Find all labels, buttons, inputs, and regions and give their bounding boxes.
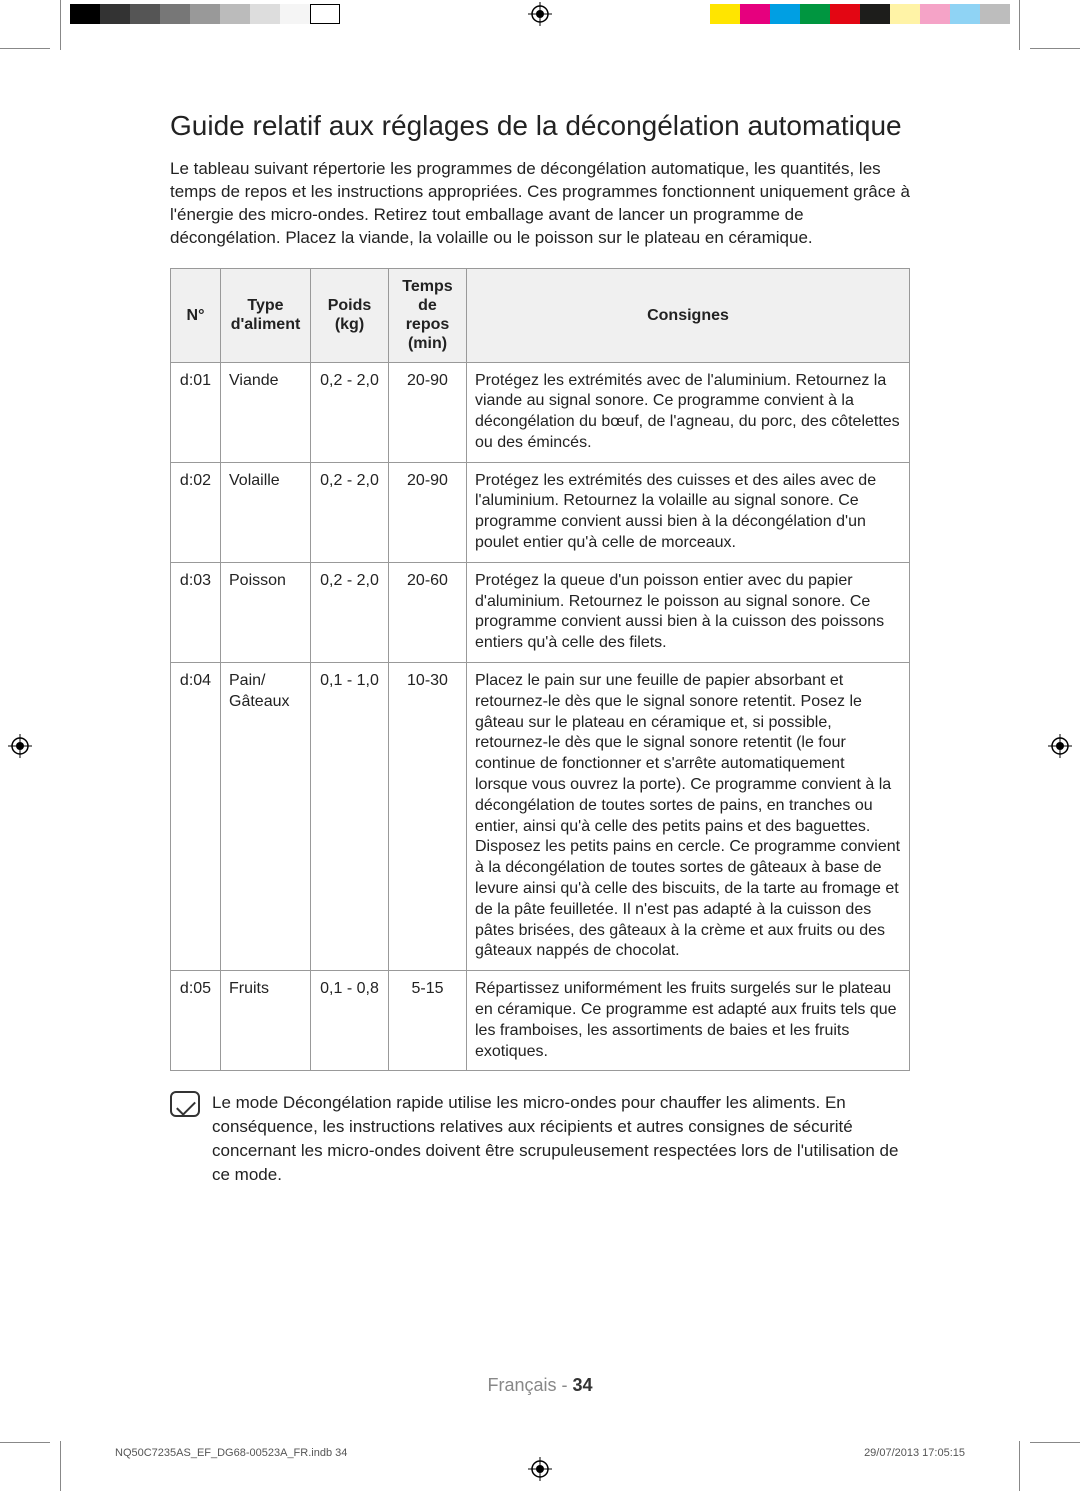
cell-weight: 0,2 - 2,0	[311, 362, 389, 462]
cell-type: Pain/ Gâteaux	[221, 663, 311, 971]
th-time: Temps de repos (min)	[389, 268, 467, 362]
cell-type: Fruits	[221, 971, 311, 1071]
crop-mark	[60, 1441, 61, 1491]
print-date-meta: 29/07/2013 17:05:15	[864, 1447, 965, 1459]
cell-instructions: Placez le pain sur une feuille de papier…	[467, 663, 910, 971]
cell-type: Viande	[221, 362, 311, 462]
cell-number: d:05	[171, 971, 221, 1071]
print-grayscale-bar	[70, 4, 340, 24]
cell-instructions: Répartissez uniformément les fruits surg…	[467, 971, 910, 1071]
table-row: d:01Viande0,2 - 2,020-90Protégez les ext…	[171, 362, 910, 462]
cell-time: 20-90	[389, 462, 467, 562]
cell-instructions: Protégez les extrémités avec de l'alumin…	[467, 362, 910, 462]
table-header-row: N° Type d'aliment Poids (kg) Temps de re…	[171, 268, 910, 362]
crop-mark	[1019, 1441, 1020, 1491]
page-content: Guide relatif aux réglages de la décongé…	[170, 110, 910, 1187]
cell-number: d:01	[171, 362, 221, 462]
footer-language: Français -	[487, 1375, 572, 1395]
cell-instructions: Protégez la queue d'un poisson entier av…	[467, 562, 910, 662]
table-row: d:03Poisson0,2 - 2,020-60Protégez la que…	[171, 562, 910, 662]
cell-number: d:04	[171, 663, 221, 971]
page-title: Guide relatif aux réglages de la décongé…	[170, 110, 910, 142]
crop-mark	[0, 48, 50, 49]
cell-weight: 0,1 - 0,8	[311, 971, 389, 1071]
table-row: d:02Volaille0,2 - 2,020-90Protégez les e…	[171, 462, 910, 562]
page-footer: Français - 34	[0, 1375, 1080, 1396]
cell-time: 10-30	[389, 663, 467, 971]
crop-mark	[1030, 48, 1080, 49]
th-type: Type d'aliment	[221, 268, 311, 362]
cell-weight: 0,2 - 2,0	[311, 462, 389, 562]
print-file-meta: NQ50C7235AS_EF_DG68-00523A_FR.indb 34	[115, 1447, 347, 1459]
cell-instructions: Protégez les extrémités des cuisses et d…	[467, 462, 910, 562]
registration-mark-icon	[1048, 734, 1072, 758]
cell-time: 20-90	[389, 362, 467, 462]
registration-mark-icon	[528, 2, 552, 26]
th-weight: Poids (kg)	[311, 268, 389, 362]
cell-number: d:02	[171, 462, 221, 562]
print-color-bar	[710, 4, 1010, 24]
footer-page-number: 34	[573, 1375, 593, 1395]
cell-time: 5-15	[389, 971, 467, 1071]
note-block: Le mode Décongélation rapide utilise les…	[170, 1091, 910, 1186]
cell-time: 20-60	[389, 562, 467, 662]
th-number: N°	[171, 268, 221, 362]
table-row: d:05Fruits0,1 - 0,85-15Répartissez unifo…	[171, 971, 910, 1071]
cell-type: Volaille	[221, 462, 311, 562]
cell-weight: 0,1 - 1,0	[311, 663, 389, 971]
intro-paragraph: Le tableau suivant répertorie les progra…	[170, 158, 910, 250]
note-icon	[170, 1091, 200, 1117]
th-instructions: Consignes	[467, 268, 910, 362]
cell-number: d:03	[171, 562, 221, 662]
cell-weight: 0,2 - 2,0	[311, 562, 389, 662]
crop-mark	[0, 1442, 50, 1443]
crop-mark	[1019, 0, 1020, 50]
note-text: Le mode Décongélation rapide utilise les…	[212, 1091, 910, 1186]
table-row: d:04Pain/ Gâteaux0,1 - 1,010-30Placez le…	[171, 663, 910, 971]
cell-type: Poisson	[221, 562, 311, 662]
defrost-table: N° Type d'aliment Poids (kg) Temps de re…	[170, 268, 910, 1072]
crop-mark	[60, 0, 61, 50]
registration-mark-icon	[8, 734, 32, 758]
registration-mark-icon	[528, 1457, 552, 1481]
crop-mark	[1030, 1442, 1080, 1443]
